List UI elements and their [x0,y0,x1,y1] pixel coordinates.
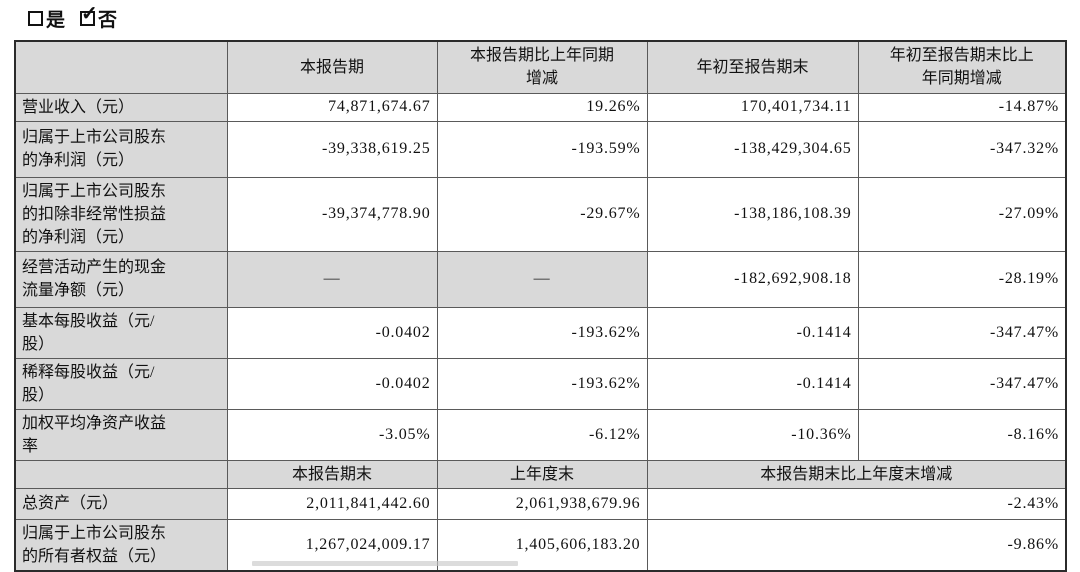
value-cell: -347.32% [857,120,1067,178]
yes-no-option-line: 是 ✓ 否 [28,4,119,32]
header-blank-cell [14,40,228,94]
cut-off-element-below [252,561,518,566]
option-yes: 是 [28,5,66,32]
value-cell: -0.1414 [646,357,859,410]
financial-summary-table: 本报告期 本报告期比上年同期增减 年初至报告期末 年初至报告期末比上年同期增减 … [14,40,1067,572]
row-label: 营业收入（元） [14,92,228,122]
checked-checkbox-icon: ✓ [80,4,98,26]
value-cell: -347.47% [857,306,1067,359]
value-cell: -39,374,778.90 [226,176,438,252]
row-label: 归属于上市公司股东的扣除非经常性损益的净利润（元） [14,176,228,252]
option-no: ✓ 否 [80,4,119,32]
value-cell: -193.62% [436,357,648,410]
table-header-row-2: 本报告期末 上年度末 本报告期末比上年度末增减 [14,459,1067,489]
value-cell: -14.87% [857,92,1067,122]
option-yes-label: 是 [46,9,67,31]
row-operating-cash-flow: 经营活动产生的现金流量净额（元） — — -182,692,908.18 -28… [14,250,1067,308]
value-cell: -0.1414 [646,306,859,359]
value-cell: -0.0402 [226,357,438,410]
header-ytd-vs-prior-yoy: 年初至报告期末比上年同期增减 [857,40,1067,94]
row-basic-eps: 基本每股收益（元/股） -0.0402 -193.62% -0.1414 -34… [14,306,1067,359]
value-cell: -347.47% [857,357,1067,410]
value-cell: -193.62% [436,306,648,359]
value-cell: -10.36% [646,408,859,461]
header-current-period: 本报告期 [226,40,438,94]
value-cell: -138,429,304.65 [646,120,859,178]
value-cell: -6.12% [436,408,648,461]
table-header-row-1: 本报告期 本报告期比上年同期增减 年初至报告期末 年初至报告期末比上年同期增减 [14,40,1067,94]
value-cell: -2.43% [646,487,1067,520]
row-label: 归属于上市公司股东的净利润（元） [14,120,228,178]
value-cell: 19.26% [436,92,648,122]
row-label: 加权平均净资产收益率 [14,408,228,461]
value-cell-dash: — [226,250,438,308]
header-end-of-period: 本报告期末 [226,459,438,489]
row-label: 稀释每股收益（元/股） [14,357,228,410]
row-diluted-eps: 稀释每股收益（元/股） -0.0402 -193.62% -0.1414 -34… [14,357,1067,410]
option-no-label: 否 [98,9,119,31]
value-cell: -8.16% [857,408,1067,461]
header-change-vs-prior-year-end: 本报告期末比上年度末增减 [646,459,1067,489]
value-cell: -27.09% [857,176,1067,252]
row-total-assets: 总资产（元） 2,011,841,442.60 2,061,938,679.96… [14,487,1067,520]
value-cell: -39,338,619.25 [226,120,438,178]
value-cell: -3.05% [226,408,438,461]
value-cell: -182,692,908.18 [646,250,859,308]
value-cell: -193.59% [436,120,648,178]
row-label: 经营活动产生的现金流量净额（元） [14,250,228,308]
header-blank-cell [14,459,228,489]
header-ytd: 年初至报告期末 [646,40,859,94]
row-label: 归属于上市公司股东的所有者权益（元） [14,518,228,572]
checkmark-icon: ✓ [81,2,99,25]
header-end-of-prior-year: 上年度末 [436,459,648,489]
value-cell: -138,186,108.39 [646,176,859,252]
row-shareholders-equity: 归属于上市公司股东的所有者权益（元） 1,267,024,009.17 1,40… [14,518,1067,572]
row-weighted-avg-roe: 加权平均净资产收益率 -3.05% -6.12% -10.36% -8.16% [14,408,1067,461]
value-cell: 2,061,938,679.96 [436,487,648,520]
value-cell: -28.19% [857,250,1067,308]
header-current-vs-prior-yoy: 本报告期比上年同期增减 [436,40,648,94]
row-operating-revenue: 营业收入（元） 74,871,674.67 19.26% 170,401,734… [14,92,1067,122]
row-label: 总资产（元） [14,487,228,520]
row-net-profit: 归属于上市公司股东的净利润（元） -39,338,619.25 -193.59%… [14,120,1067,178]
value-cell: -29.67% [436,176,648,252]
value-cell-dash: — [436,250,648,308]
value-cell: 170,401,734.11 [646,92,859,122]
value-cell: 2,011,841,442.60 [226,487,438,520]
row-label: 基本每股收益（元/股） [14,306,228,359]
unchecked-checkbox-icon [28,10,43,26]
value-cell: -0.0402 [226,306,438,359]
value-cell: -9.86% [646,518,1067,572]
value-cell: 74,871,674.67 [226,92,438,122]
row-net-profit-excl-nonrecurring: 归属于上市公司股东的扣除非经常性损益的净利润（元） -39,374,778.90… [14,176,1067,252]
